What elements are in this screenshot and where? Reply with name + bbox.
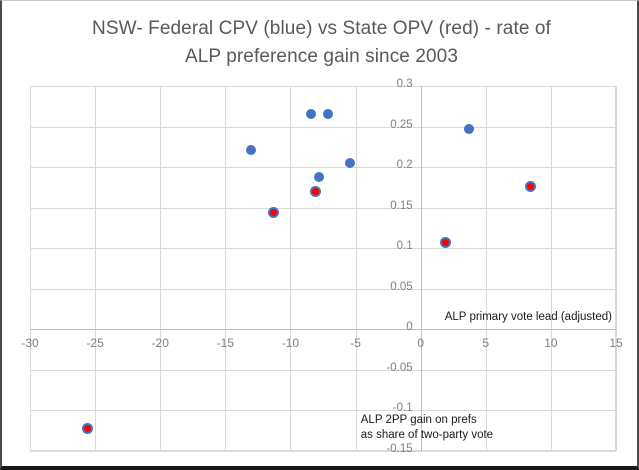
- gridline-vertical: [95, 86, 97, 451]
- x-axis-tick-label: 5: [482, 336, 490, 351]
- chart-title-line-1: NSW- Federal CPV (blue) vs State OPV (re…: [92, 18, 551, 39]
- gridline-horizontal: [30, 369, 616, 371]
- x-axis-tick-label: -15: [216, 336, 234, 351]
- y-axis-tick-label: 0.25: [390, 118, 413, 131]
- gridline-vertical: [485, 86, 487, 451]
- y-axis-tick-label: 0.15: [390, 199, 413, 212]
- gridline-horizontal: [30, 410, 616, 412]
- data-point-federal-cpv: [345, 158, 356, 169]
- gridline-vertical: [355, 86, 357, 451]
- y-axis-label-line-1: ALP 2PP gain on prefs: [360, 413, 477, 426]
- y-axis-tick-label: 0.2: [396, 159, 413, 172]
- gridline-vertical: [616, 86, 617, 451]
- x-axis-tick-label: 15: [609, 336, 623, 351]
- x-axis-tick-label: -20: [151, 336, 169, 351]
- y-axis-label: ALP 2PP gain on prefs as share of two-pa…: [361, 413, 493, 443]
- y-axis-tick-label: -0.1: [392, 402, 413, 415]
- chart-title-line-2: ALP preference gain since 2003: [184, 46, 459, 67]
- data-point-federal-cpv: [463, 123, 474, 134]
- data-point-state-opv: [81, 422, 93, 434]
- y-axis-tick-label: 0.1: [396, 240, 413, 253]
- gridline-horizontal: [30, 86, 616, 87]
- data-point-state-opv: [309, 185, 321, 197]
- chart-title: NSW- Federal CPV (blue) vs State OPV (re…: [2, 15, 637, 71]
- data-point-federal-cpv: [314, 171, 325, 182]
- gridline-vertical: [160, 86, 162, 451]
- gridline-horizontal: [30, 451, 616, 452]
- plot-area: ALP primary vote lead (adjusted) ALP 2PP…: [30, 86, 617, 452]
- data-point-federal-cpv: [306, 109, 317, 120]
- data-point-state-opv: [268, 207, 279, 219]
- x-axis-tick-label: 0: [417, 336, 424, 351]
- x-axis-tick-label: -25: [86, 336, 104, 351]
- data-point-state-opv: [524, 181, 536, 193]
- y-axis-tick-label: 0.3: [396, 78, 413, 90]
- gridline-horizontal: [30, 288, 616, 290]
- x-axis-tick-label: -5: [350, 336, 361, 351]
- gridline-vertical: [30, 86, 31, 451]
- plot-frame: [30, 86, 616, 451]
- data-point-federal-cpv: [246, 145, 257, 156]
- x-axis-label-text: ALP primary vote lead (adjusted): [444, 311, 612, 324]
- gridline-vertical: [290, 86, 292, 451]
- y-axis-tick-label: -0.15: [386, 443, 413, 455]
- gridline-horizontal: [30, 167, 616, 169]
- x-axis-tick-label: -10: [281, 336, 300, 351]
- x-axis-tick-label: 10: [544, 336, 558, 351]
- data-point-federal-cpv: [323, 109, 334, 120]
- y-axis-tick-label: 0: [406, 321, 413, 334]
- y-axis-tick-label: -0.05: [386, 361, 413, 374]
- data-point-state-opv: [439, 237, 451, 249]
- gridline-horizontal: [30, 126, 616, 128]
- x-axis-label: ALP primary vote lead (adjusted): [429, 310, 612, 325]
- y-axis-tick-label: 0.05: [390, 280, 413, 293]
- gridline-vertical: [550, 86, 552, 451]
- gridline-vertical: [225, 86, 227, 451]
- y-axis-label-line-2: as share of two-party vote: [360, 428, 494, 441]
- x-axis-tick-label: -30: [21, 336, 39, 351]
- gridline-horizontal: [30, 207, 616, 209]
- gridline-horizontal: [30, 248, 616, 250]
